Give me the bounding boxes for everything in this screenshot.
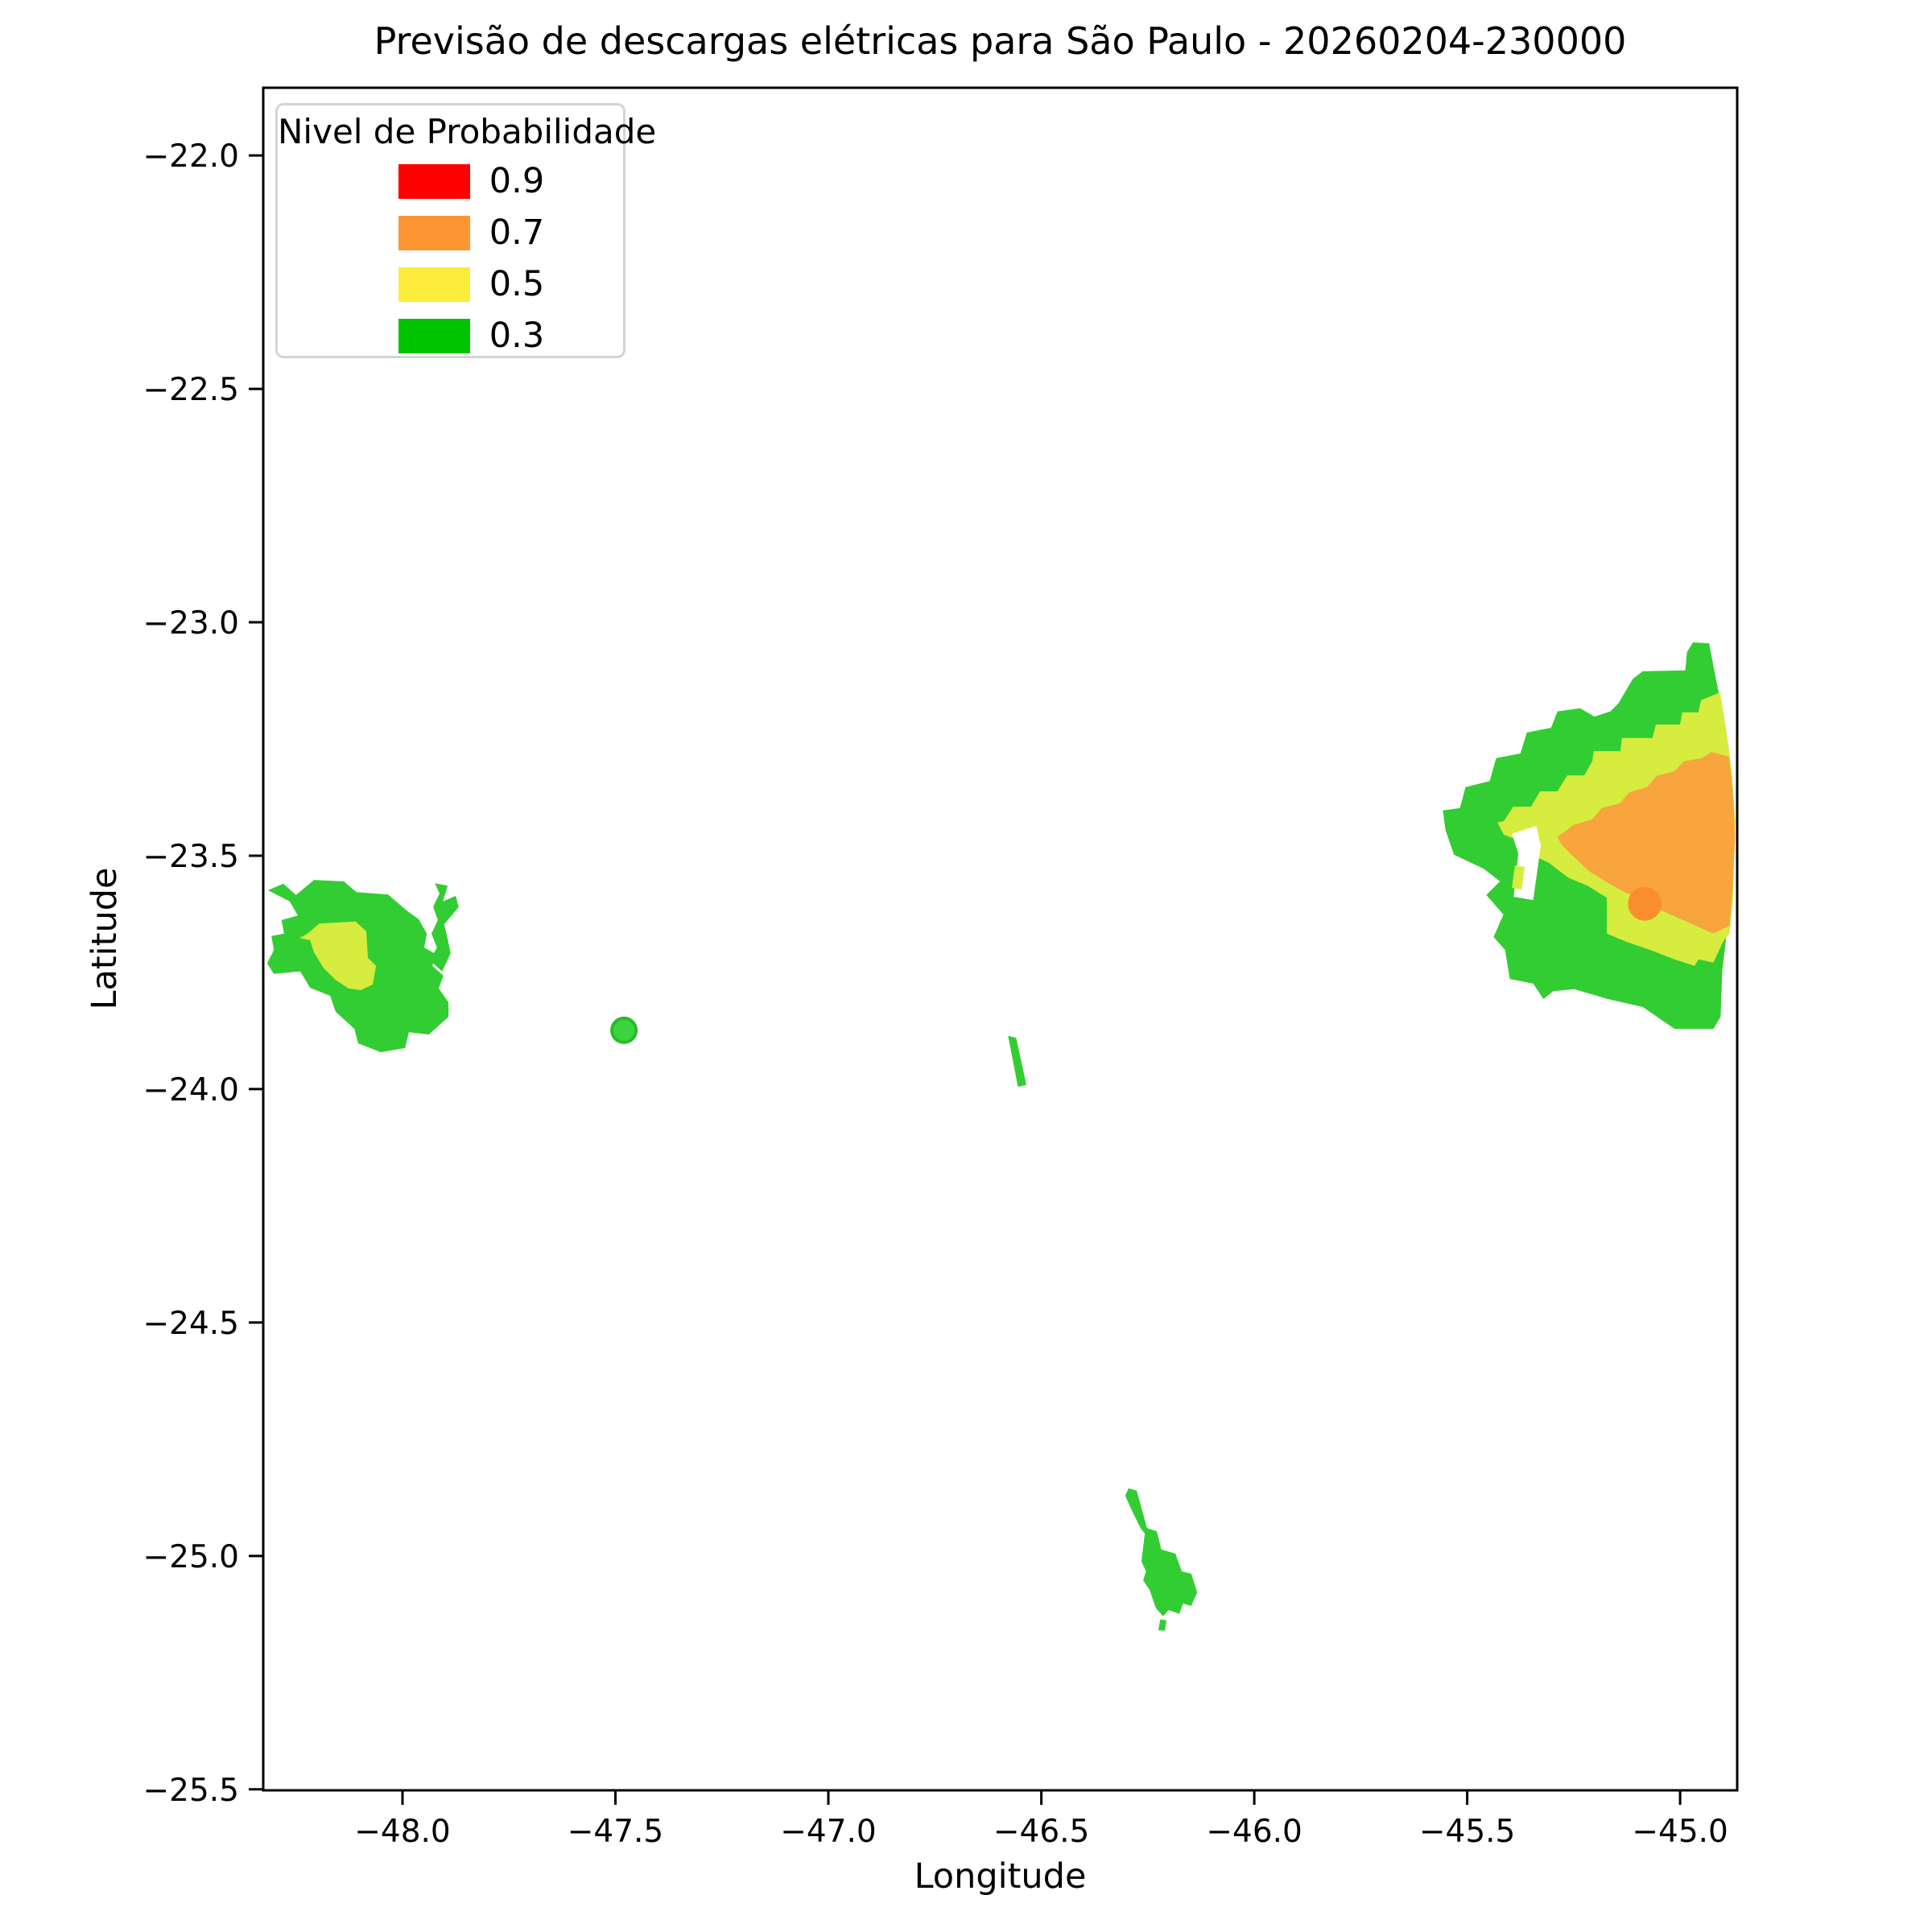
contour-regions: [266, 642, 1736, 1631]
axes-spines: [262, 86, 1739, 1792]
region-east-blob-orange: [1557, 752, 1736, 934]
legend-row: 0.9: [398, 164, 544, 199]
green-dot-marker: [610, 1016, 638, 1044]
legend-entry-label: 0.5: [489, 264, 545, 304]
x-tick-label: −47.0: [780, 1814, 877, 1850]
legend-row: 0.5: [398, 267, 544, 302]
y-tick-label: −24.5: [142, 1306, 239, 1342]
y-axis-label: Latitude: [85, 867, 125, 1010]
y-tick-label: −25.5: [142, 1773, 239, 1809]
legend: Nivel de Probabilidade 0.9 0.7 0.5 0.3: [275, 103, 657, 358]
orange-dot-marker: [1628, 886, 1662, 921]
region-west-blob-yellow: [299, 921, 377, 990]
y-tick-label: −22.5: [142, 372, 239, 408]
chart-title: Previsão de descargas elétricas para São…: [374, 19, 1627, 63]
legend-swatch: [398, 216, 470, 250]
legend-row: 0.7: [398, 216, 544, 250]
legend-entry-label: 0.3: [489, 316, 545, 356]
x-tick-label: −47.5: [568, 1814, 664, 1850]
region-east-blob-yellow-dash: [1512, 865, 1525, 890]
legend-entry-label: 0.9: [489, 161, 545, 201]
y-tick-label: −23.0: [142, 605, 239, 642]
x-tick-label: −48.0: [354, 1814, 451, 1850]
y-tick-label: −24.0: [142, 1072, 239, 1108]
x-tick-label: −46.0: [1206, 1814, 1302, 1850]
x-axis-label: Longitude: [914, 1856, 1087, 1897]
legend-row: 0.3: [398, 319, 544, 353]
legend-entry-label: 0.7: [489, 213, 545, 253]
y-tick-label: −23.5: [142, 839, 239, 875]
legend-swatch: [398, 164, 470, 199]
x-tick-label: −45.0: [1632, 1814, 1728, 1850]
y-tick-label: −25.0: [142, 1539, 239, 1575]
region-center-sliver-green: [1008, 1035, 1026, 1087]
legend-title: Nivel de Probabilidade: [278, 112, 657, 151]
legend-entries: 0.9 0.7 0.5 0.3: [278, 164, 623, 353]
x-tick-label: −46.5: [993, 1814, 1090, 1850]
legend-swatch: [398, 267, 470, 302]
legend-swatch: [398, 319, 470, 353]
region-west-zigzag-green: [429, 883, 459, 972]
region-south-blob-fragment-green: [1158, 1619, 1167, 1631]
x-tick-label: −45.5: [1419, 1814, 1516, 1850]
region-south-blob-green: [1125, 1488, 1198, 1616]
y-tick-label: −22.0: [142, 138, 239, 175]
